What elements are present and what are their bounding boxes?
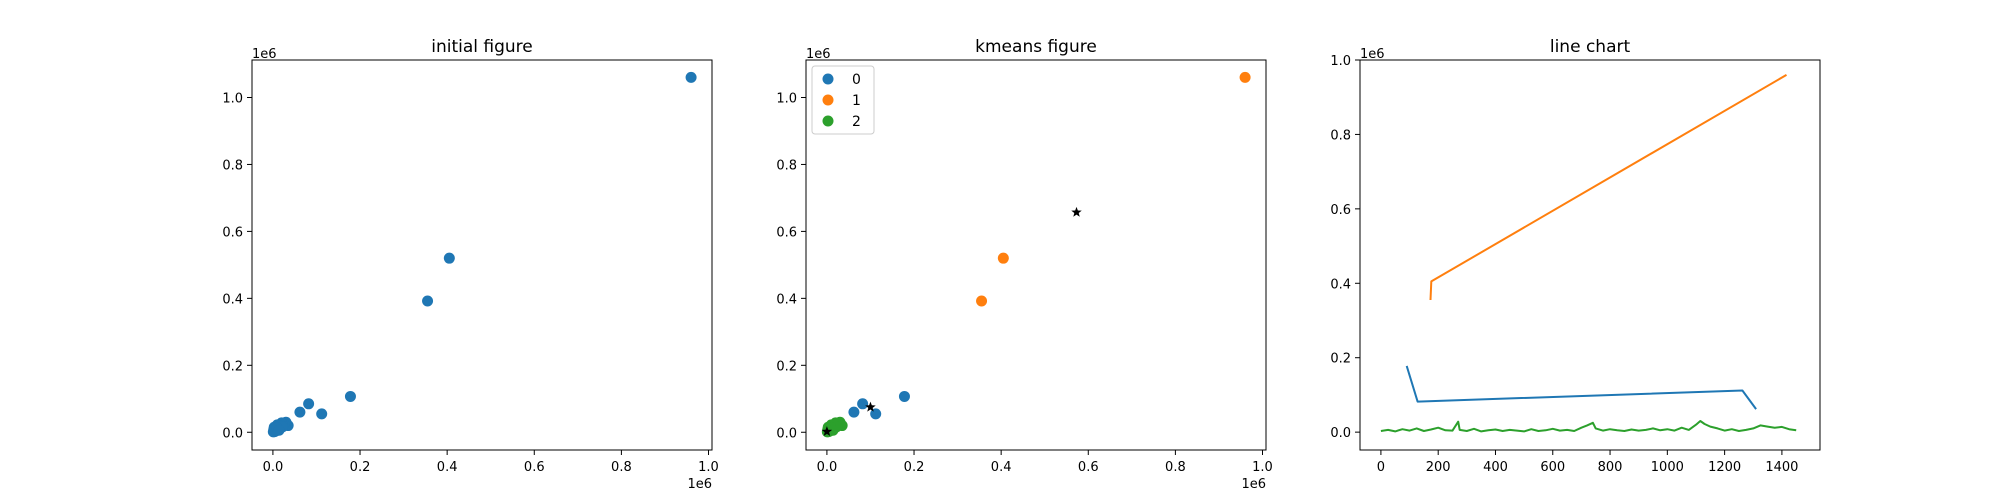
- y-tick-label: 0.8: [1330, 128, 1351, 143]
- x-tick-label: 0.4: [991, 460, 1012, 475]
- y-tick-label: 0.4: [222, 292, 243, 307]
- x-tick-label: 0: [1377, 460, 1385, 475]
- cluster-0-point: [857, 398, 869, 410]
- y-tick-label: 0.2: [1330, 352, 1351, 367]
- x-tick-label: 0.0: [263, 460, 284, 475]
- y-tick-label: 0.8: [222, 158, 243, 173]
- scatter-point: [685, 71, 697, 83]
- x-tick-label: 800: [1598, 460, 1623, 475]
- line-series-0: [1405, 365, 1757, 410]
- legend: 0 1 2: [811, 65, 875, 135]
- panel-title: initial figure: [431, 37, 533, 57]
- line-chart-panel: line chart 1e6 0 200 400 600 800 1000 1200 1400…: [1330, 37, 1821, 475]
- x-tick-label: 0.0: [817, 460, 838, 475]
- cluster-1-point: [1239, 71, 1251, 83]
- x-tick-label: 1.0: [1252, 460, 1273, 475]
- y-offset-label: 1e6: [252, 47, 277, 62]
- axes-frame: [251, 59, 713, 451]
- scatter-points: [821, 71, 1251, 438]
- y-tick-label: 0.6: [776, 225, 797, 240]
- cluster-0-point: [898, 390, 910, 402]
- y-axis-ticks: 0.0 0.2 0.4 0.6 0.8 1.0: [222, 91, 252, 441]
- scatter-point: [294, 406, 306, 418]
- scatter-point: [443, 252, 455, 264]
- x-tick-label: 0.8: [611, 460, 632, 475]
- y-tick-label: 0.8: [776, 158, 797, 173]
- initial-figure-panel: initial figure 1e6 1e6 0.0 0.2 0.4 0.6 0.8 1.…: [222, 37, 719, 492]
- axes-frame: [1359, 59, 1821, 451]
- legend-marker-0: [822, 73, 834, 85]
- y-tick-label: 0.6: [1330, 203, 1351, 218]
- x-tick-label: 0.2: [904, 460, 925, 475]
- legend-marker-1: [822, 94, 834, 106]
- y-tick-label: 0.4: [1330, 277, 1351, 292]
- centroid-star-marker: [865, 401, 876, 412]
- x-tick-label: 0.6: [1078, 460, 1099, 475]
- centroid-star-marker: [821, 426, 833, 437]
- scatter-point: [273, 424, 285, 436]
- line-series-1: [1429, 74, 1788, 301]
- x-tick-label: 1000: [1651, 460, 1684, 475]
- cluster-1-point: [976, 295, 988, 307]
- y-axis-ticks: 0.0 0.2 0.4 0.6 0.8 1.0: [1330, 54, 1360, 441]
- x-tick-label: 1400: [1765, 460, 1798, 475]
- x-tick-label: 400: [1483, 460, 1508, 475]
- y-tick-label: 0.0: [222, 426, 243, 441]
- y-tick-label: 1.0: [222, 91, 243, 106]
- y-tick-label: 0.0: [1330, 426, 1351, 441]
- line-series-2: [1380, 420, 1797, 433]
- scatter-point: [344, 390, 356, 402]
- y-offset-label: 1e6: [806, 47, 831, 62]
- centroid-markers: [821, 206, 1082, 437]
- centroid-star-marker: [1071, 206, 1082, 217]
- y-tick-label: 1.0: [776, 91, 797, 106]
- x-axis-ticks: 0 200 400 600 800 1000 1200 1400: [1377, 450, 1798, 475]
- panel-title: kmeans figure: [975, 37, 1097, 57]
- x-offset-label: 1e6: [687, 477, 712, 492]
- x-tick-label: 1200: [1708, 460, 1741, 475]
- x-offset-label: 1e6: [1241, 477, 1266, 492]
- x-tick-label: 0.8: [1165, 460, 1186, 475]
- legend-label-0: 0: [852, 72, 861, 88]
- y-tick-label: 0.2: [776, 359, 797, 374]
- legend-marker-2: [822, 115, 834, 127]
- y-offset-label: 1e6: [1360, 47, 1385, 62]
- line-series: [1380, 74, 1797, 433]
- axes-frame: [805, 59, 1267, 451]
- y-tick-label: 1.0: [1330, 54, 1351, 69]
- scatter-point: [316, 408, 328, 420]
- x-tick-label: 0.2: [350, 460, 371, 475]
- y-axis-ticks: 0.0 0.2 0.4 0.6 0.8 1.0: [776, 91, 806, 441]
- scatter-point: [422, 295, 434, 307]
- x-tick-label: 200: [1426, 460, 1451, 475]
- y-tick-label: 0.6: [222, 225, 243, 240]
- cluster-0-point: [848, 406, 860, 418]
- scatter-point: [303, 398, 315, 410]
- panel-title: line chart: [1550, 37, 1631, 57]
- y-tick-label: 0.2: [222, 359, 243, 374]
- x-axis-ticks: 0.0 0.2 0.4 0.6 0.8 1.0: [263, 450, 719, 475]
- legend-label-1: 1: [852, 93, 861, 109]
- legend-label-2: 2: [852, 114, 861, 130]
- x-tick-label: 600: [1540, 460, 1565, 475]
- y-tick-label: 0.4: [776, 292, 797, 307]
- cluster-2-point: [827, 424, 839, 436]
- x-tick-label: 0.6: [524, 460, 545, 475]
- x-tick-label: 0.4: [437, 460, 458, 475]
- kmeans-figure-panel: kmeans figure 1e6 1e6 0.0 0.2 0.4 0.6 0.8 1.0…: [776, 37, 1273, 492]
- x-axis-ticks: 0.0 0.2 0.4 0.6 0.8 1.0: [817, 450, 1273, 475]
- y-tick-label: 0.0: [776, 426, 797, 441]
- legend-frame: [811, 65, 875, 135]
- x-tick-label: 1.0: [698, 460, 719, 475]
- scatter-points: [267, 71, 697, 438]
- cluster-1-point: [997, 252, 1009, 264]
